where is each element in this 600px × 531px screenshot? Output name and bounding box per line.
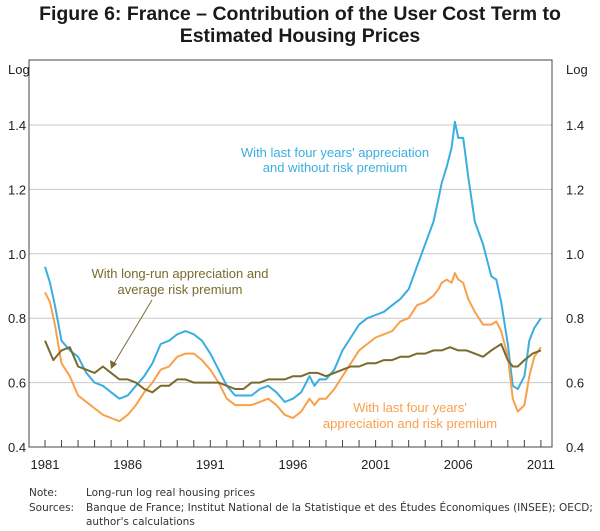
x-tick-label: 2001 — [361, 457, 390, 472]
annotation-blue-line-2: and without risk premium — [263, 160, 408, 175]
plot-frame — [28, 59, 553, 448]
sources-text-line-1: Banque de France; Institut National de l… — [86, 502, 593, 514]
x-tick-labels: 1981 1986 1991 1996 2001 2006 2011 — [31, 457, 555, 472]
y-tick-label-right: 0.4 — [566, 440, 584, 455]
series-lines — [44, 120, 542, 423]
note-text: Long-run log real housing prices — [86, 487, 256, 499]
y-tick-label-right: 1.4 — [566, 118, 584, 133]
x-tick-label: 1996 — [278, 457, 307, 472]
annotation-orange-line-1: With last four years' — [353, 400, 467, 415]
annotation-arrow-shaft — [112, 299, 153, 366]
x-ticks — [44, 440, 542, 447]
annotation-blue-line-1: With last four years' appreciation — [241, 145, 429, 160]
annotation-olive-line-2: average risk premium — [118, 282, 243, 297]
note-label: Note: — [29, 487, 58, 499]
x-tick-label: 1991 — [196, 457, 225, 472]
annotation-olive-line-1: With long-run appreciation and — [91, 266, 268, 281]
chart-title-line-2: Estimated Housing Prices — [179, 25, 421, 47]
series-line-0 — [44, 120, 542, 403]
gridlines — [29, 124, 552, 384]
x-tick-label: 2006 — [444, 457, 473, 472]
y-tick-label-right: 1.2 — [566, 182, 584, 197]
annotation-arrow-head-icon — [110, 360, 117, 369]
y-tick-label-left: 0.8 — [8, 311, 26, 326]
annotation-orange: With last four years' appreciation and r… — [323, 400, 497, 431]
annotation-orange-line-2: appreciation and risk premium — [323, 416, 497, 431]
chart-title-line-1: Figure 6: France – Contribution of the U… — [39, 3, 561, 25]
y-tick-label-left: 1.0 — [8, 247, 26, 262]
y-tick-label-left: 0.4 — [8, 440, 26, 455]
y-tick-label-left: 1.4 — [8, 118, 26, 133]
y-tick-label-right: 0.8 — [566, 311, 584, 326]
series-line-1 — [44, 272, 542, 423]
series-line-2 — [44, 340, 542, 394]
y-axis-unit-left: Log — [8, 62, 30, 77]
annotation-blue: With last four years' appreciation and w… — [241, 145, 429, 175]
x-tick-label: 2011 — [527, 457, 555, 472]
y-axis-unit-right: Log — [566, 62, 588, 77]
y-tick-label-left: 1.2 — [8, 182, 26, 197]
sources-text-line-2: author's calculations — [86, 516, 195, 528]
annotation-olive: With long-run appreciation and average r… — [91, 266, 269, 369]
y-tick-labels: 0.4 0.4 0.6 0.6 0.8 0.8 1.0 1.0 1.2 1.2 1.4 1.4 — [8, 118, 584, 455]
sources-label: Sources: — [29, 502, 75, 514]
x-tick-label: 1986 — [113, 457, 142, 472]
y-tick-label-right: 1.0 — [566, 247, 584, 262]
x-tick-label: 1981 — [31, 457, 60, 472]
y-tick-label-right: 0.6 — [566, 376, 584, 391]
y-tick-label-left: 0.6 — [8, 376, 26, 391]
